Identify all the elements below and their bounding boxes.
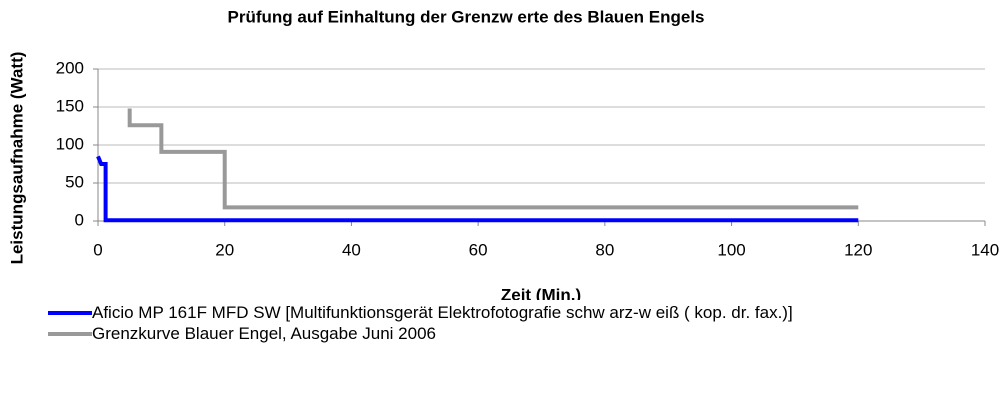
x-tick-label: 0 — [93, 240, 102, 259]
x-tick-label: 80 — [595, 240, 614, 259]
legend-swatch — [48, 332, 92, 336]
x-tick-label: 140 — [971, 240, 999, 259]
chart-title: Prüfung auf Einhaltung der Grenzw erte d… — [227, 7, 704, 26]
legend-entry: Aficio MP 161F MFD SW [Multifunktionsger… — [48, 302, 978, 323]
y-tick-label: 0 — [75, 210, 84, 229]
y-tick-label: 200 — [56, 58, 84, 77]
legend-entry: Grenzkurve Blauer Engel, Ausgabe Juni 20… — [48, 323, 978, 344]
x-tick-label: 40 — [342, 240, 361, 259]
x-tick-label: 60 — [469, 240, 488, 259]
x-tick-label: 100 — [717, 240, 745, 259]
series-line — [96, 155, 859, 223]
legend-label: Grenzkurve Blauer Engel, Ausgabe Juni 20… — [92, 324, 437, 343]
y-axis-label: Leistungsaufnahme (Watt) — [7, 52, 26, 265]
chart: Prüfung auf Einhaltung der Grenzw erte d… — [7, 7, 999, 300]
y-tick-label: 50 — [65, 172, 84, 191]
series-line — [127, 108, 859, 210]
x-axis-label: Zeit (Min.) — [501, 285, 581, 300]
legend-swatch — [48, 311, 92, 315]
legend-label: Aficio MP 161F MFD SW [Multifunktionsger… — [92, 303, 793, 322]
x-tick-label: 20 — [215, 240, 234, 259]
y-tick-label: 100 — [56, 134, 84, 153]
x-tick-label: 120 — [844, 240, 872, 259]
y-tick-label: 150 — [56, 96, 84, 115]
